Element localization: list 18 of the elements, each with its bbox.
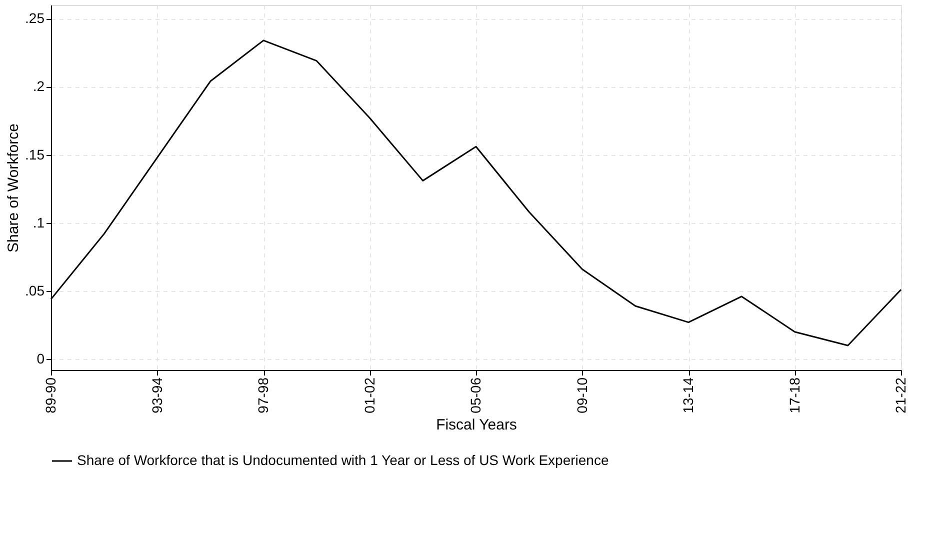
- y-tick-label: .25: [25, 10, 45, 26]
- y-tick-label: .1: [32, 214, 45, 230]
- y-tick-label: .2: [32, 78, 45, 94]
- x-tick-label: 17-18: [786, 377, 802, 414]
- x-axis-title: Fiscal Years: [436, 416, 517, 434]
- x-tick-label: 13-14: [680, 377, 696, 414]
- x-tick-label: 93-94: [148, 377, 165, 414]
- y-axis-title: Share of Workforce: [5, 124, 22, 252]
- x-tick-label: 05-06: [468, 377, 484, 414]
- x-tick-label: 97-98: [255, 377, 271, 414]
- y-tick-label: .15: [25, 146, 45, 162]
- x-tick-label: 89-90: [42, 377, 58, 414]
- x-tick-label: 21-22: [892, 377, 908, 414]
- x-tick-label: 01-02: [361, 377, 378, 414]
- y-tick-label: .05: [25, 282, 45, 299]
- y-tick-label: 0: [36, 350, 45, 367]
- x-tick-label: 09-10: [574, 377, 590, 414]
- legend-label: Share of Workforce that is Undocumented with 1 Year or Less of US Work Experience: [77, 452, 609, 468]
